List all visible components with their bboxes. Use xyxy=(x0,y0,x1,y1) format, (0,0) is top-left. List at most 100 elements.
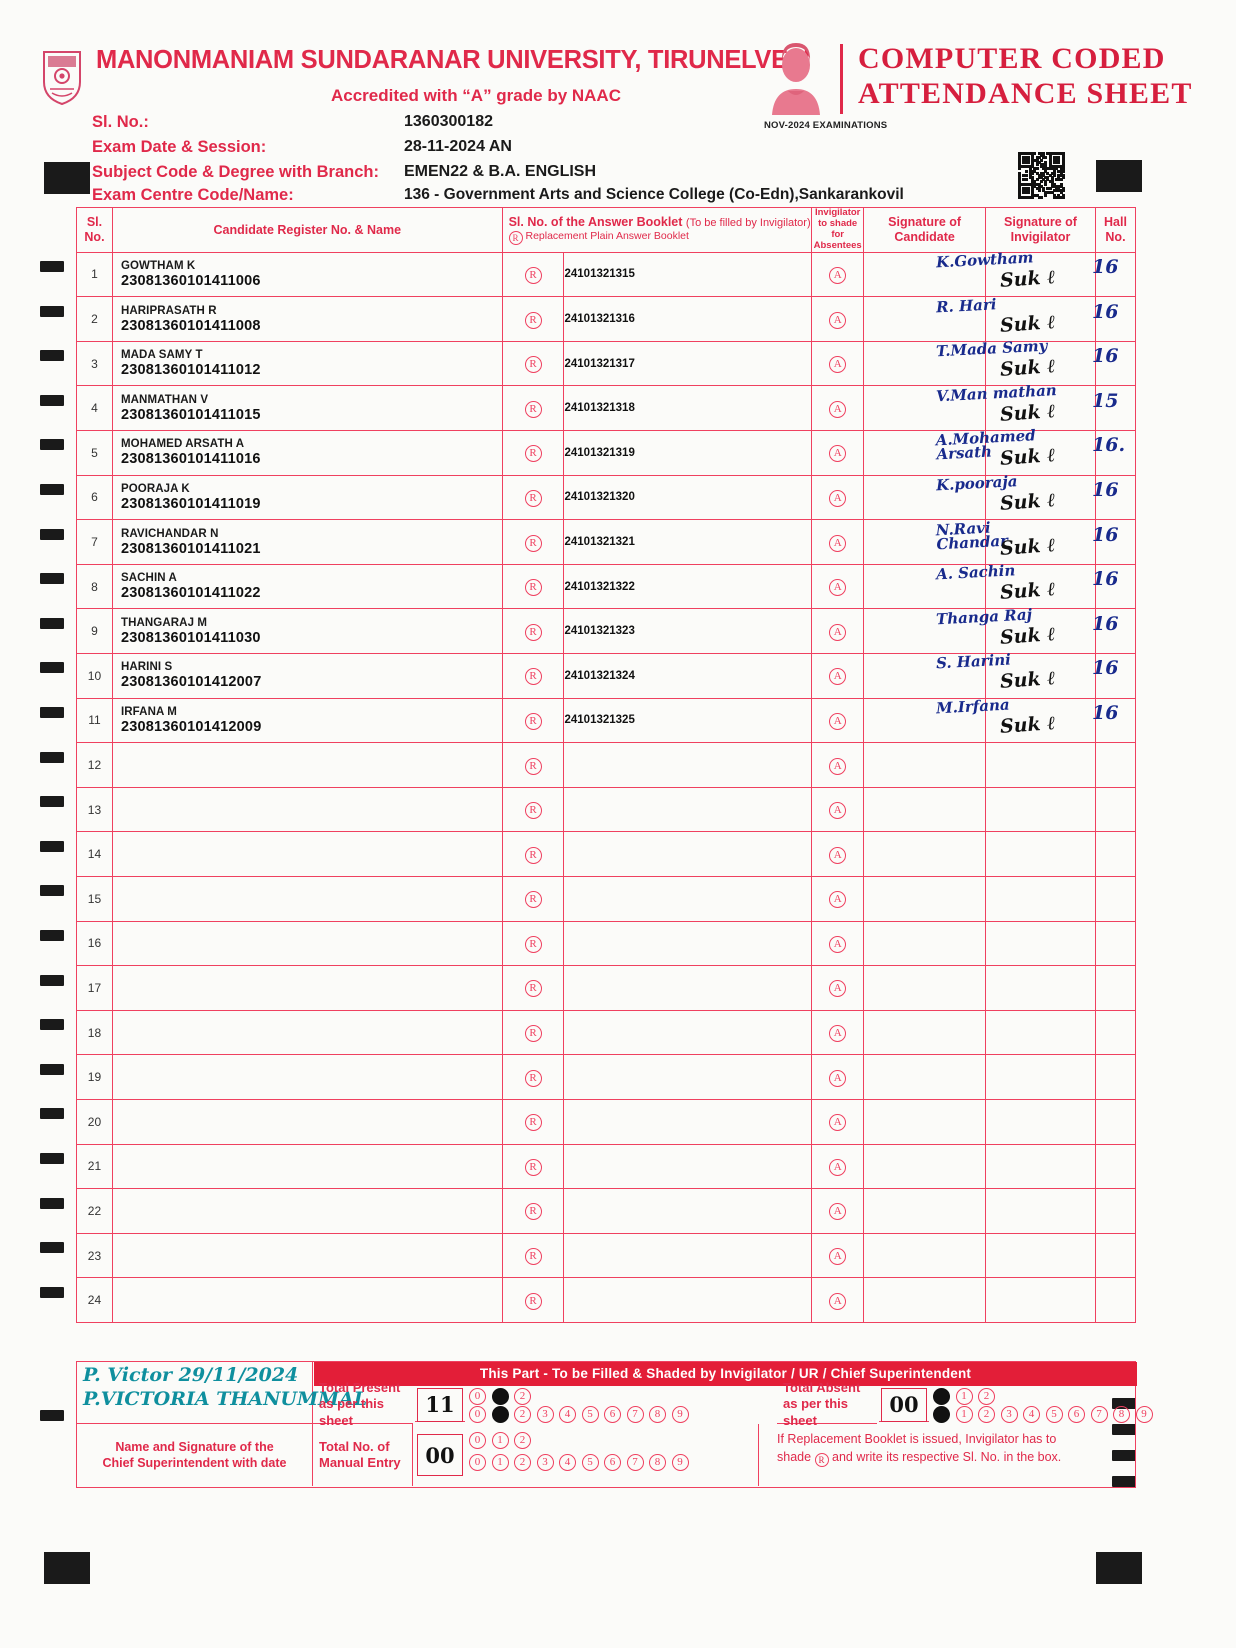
row-hall-no[interactable] xyxy=(1094,1232,1137,1279)
row-absentee-bubble[interactable]: A xyxy=(811,831,865,877)
replacement-r-bubble[interactable]: R xyxy=(524,757,542,775)
absentee-a-bubble[interactable]: A xyxy=(829,489,847,507)
row-signature-candidate[interactable] xyxy=(863,563,987,610)
bubble-0[interactable]: 0 xyxy=(469,1388,486,1405)
row-replacement-bubble[interactable]: R xyxy=(501,1277,565,1323)
row-absentee-bubble[interactable]: A xyxy=(811,1143,865,1190)
row-absentee-bubble[interactable]: A xyxy=(811,296,865,342)
row-replacement-bubble[interactable]: R xyxy=(501,563,565,610)
absentee-a-bubble[interactable]: A xyxy=(829,1292,847,1310)
row-hall-no[interactable] xyxy=(1094,563,1137,610)
absentee-a-bubble[interactable]: A xyxy=(829,311,847,329)
row-signature-candidate[interactable] xyxy=(863,920,987,967)
row-signature-invigilator[interactable] xyxy=(985,1098,1096,1145)
row-replacement-bubble[interactable]: R xyxy=(501,965,565,1011)
row-signature-invigilator[interactable] xyxy=(985,1277,1096,1323)
row-booklet-no[interactable] xyxy=(563,1232,813,1279)
row-hall-no[interactable] xyxy=(1094,920,1137,967)
row-signature-invigilator[interactable] xyxy=(985,697,1096,744)
row-booklet-no[interactable] xyxy=(563,1009,813,1056)
row-signature-invigilator[interactable] xyxy=(985,1009,1096,1056)
table-row[interactable]: 18 R A xyxy=(76,1009,1137,1056)
row-hall-no[interactable] xyxy=(1094,296,1137,342)
row-booklet-no[interactable]: 24101321323 xyxy=(563,608,813,655)
row-signature-candidate[interactable] xyxy=(863,1188,987,1234)
row-booklet-no[interactable]: 24101321320 xyxy=(563,474,813,521)
bubble-5[interactable]: 5 xyxy=(581,1454,599,1471)
absentee-a-bubble[interactable]: A xyxy=(829,1025,847,1043)
table-row[interactable]: 9 THANGARAJ M 23081360101411030 R 2410132132… xyxy=(76,608,1137,655)
row-replacement-bubble[interactable]: R xyxy=(501,1098,565,1145)
row-booklet-no[interactable] xyxy=(563,1143,813,1190)
bubble-4[interactable]: 4 xyxy=(559,1406,576,1423)
row-absentee-bubble[interactable]: A xyxy=(811,742,865,788)
row-replacement-bubble[interactable]: R xyxy=(501,340,565,387)
row-hall-no[interactable] xyxy=(1094,1009,1137,1056)
bubble-1[interactable]: 1 xyxy=(955,1406,973,1423)
bubble-0[interactable]: 0 xyxy=(469,1406,486,1423)
row-signature-candidate[interactable] xyxy=(863,1277,987,1323)
row-signature-candidate[interactable] xyxy=(863,430,987,476)
replacement-r-bubble[interactable]: R xyxy=(524,935,542,953)
bubble-6[interactable]: 6 xyxy=(604,1454,621,1471)
row-absentee-bubble[interactable]: A xyxy=(811,1098,865,1145)
row-hall-no[interactable] xyxy=(1094,1188,1137,1234)
bubble-1[interactable]: 1 xyxy=(955,1388,973,1405)
table-row[interactable]: 4 MANMATHAN V 23081360101411015 R 2410132131… xyxy=(76,385,1137,432)
row-absentee-bubble[interactable]: A xyxy=(811,519,865,565)
row-hall-no[interactable] xyxy=(1094,1098,1137,1145)
row-signature-invigilator[interactable] xyxy=(985,653,1096,699)
row-signature-candidate[interactable] xyxy=(863,876,987,922)
table-row[interactable]: 10 HARINI S 23081360101412007 R 24101321324 A xyxy=(76,653,1137,699)
row-booklet-no[interactable]: 24101321316 xyxy=(563,296,813,342)
table-row[interactable]: 15 R A xyxy=(76,876,1137,922)
row-signature-invigilator[interactable] xyxy=(985,1188,1096,1234)
row-signature-invigilator[interactable] xyxy=(985,608,1096,655)
row-replacement-bubble[interactable]: R xyxy=(501,1188,565,1234)
table-row[interactable]: 6 POORAJA K 23081360101411019 R 24101321320 A xyxy=(76,474,1137,521)
row-absentee-bubble[interactable]: A xyxy=(811,920,865,967)
row-booklet-no[interactable] xyxy=(563,786,813,833)
row-hall-no[interactable] xyxy=(1094,1277,1137,1323)
row-absentee-bubble[interactable]: A xyxy=(811,563,865,610)
row-absentee-bubble[interactable]: A xyxy=(811,340,865,387)
bubble-1[interactable]: 1 xyxy=(491,1454,509,1471)
table-row[interactable]: 8 SACHIN A 23081360101411022 R 24101321322 A xyxy=(76,563,1137,610)
bubble-4[interactable]: 4 xyxy=(1023,1406,1040,1423)
row-replacement-bubble[interactable]: R xyxy=(501,385,565,432)
row-hall-no[interactable] xyxy=(1094,831,1137,877)
bubble-1[interactable]: 1 xyxy=(491,1432,509,1449)
row-signature-candidate[interactable] xyxy=(863,1009,987,1056)
row-hall-no[interactable] xyxy=(1094,608,1137,655)
absentee-a-bubble[interactable]: A xyxy=(829,400,847,418)
absentee-a-bubble[interactable]: A xyxy=(829,1248,847,1266)
absentee-a-bubble[interactable]: A xyxy=(829,534,847,552)
row-absentee-bubble[interactable]: A xyxy=(811,1054,865,1100)
table-row[interactable]: 24 R A xyxy=(76,1277,1137,1323)
replacement-r-bubble[interactable]: R xyxy=(524,712,542,730)
row-absentee-bubble[interactable]: A xyxy=(811,1277,865,1323)
row-signature-candidate[interactable] xyxy=(863,831,987,877)
row-signature-invigilator[interactable] xyxy=(985,1054,1096,1100)
row-hall-no[interactable] xyxy=(1094,1143,1137,1190)
absentee-a-bubble[interactable]: A xyxy=(829,980,847,998)
replacement-r-bubble[interactable]: R xyxy=(524,980,542,998)
replacement-r-bubble[interactable]: R xyxy=(524,1248,542,1266)
row-signature-invigilator[interactable] xyxy=(985,474,1096,521)
row-absentee-bubble[interactable]: A xyxy=(811,474,865,521)
absentee-a-bubble[interactable]: A xyxy=(829,623,847,641)
row-hall-no[interactable] xyxy=(1094,1054,1137,1100)
bubble-8[interactable]: 8 xyxy=(649,1406,666,1423)
bubble-0[interactable]: 0 xyxy=(933,1388,950,1405)
row-replacement-bubble[interactable]: R xyxy=(501,608,565,655)
row-signature-candidate[interactable] xyxy=(863,608,987,655)
bubble-8[interactable]: 8 xyxy=(649,1454,666,1471)
row-signature-candidate[interactable] xyxy=(863,474,987,521)
row-replacement-bubble[interactable]: R xyxy=(501,519,565,565)
row-replacement-bubble[interactable]: R xyxy=(501,920,565,967)
replacement-r-bubble[interactable]: R xyxy=(524,1292,542,1310)
